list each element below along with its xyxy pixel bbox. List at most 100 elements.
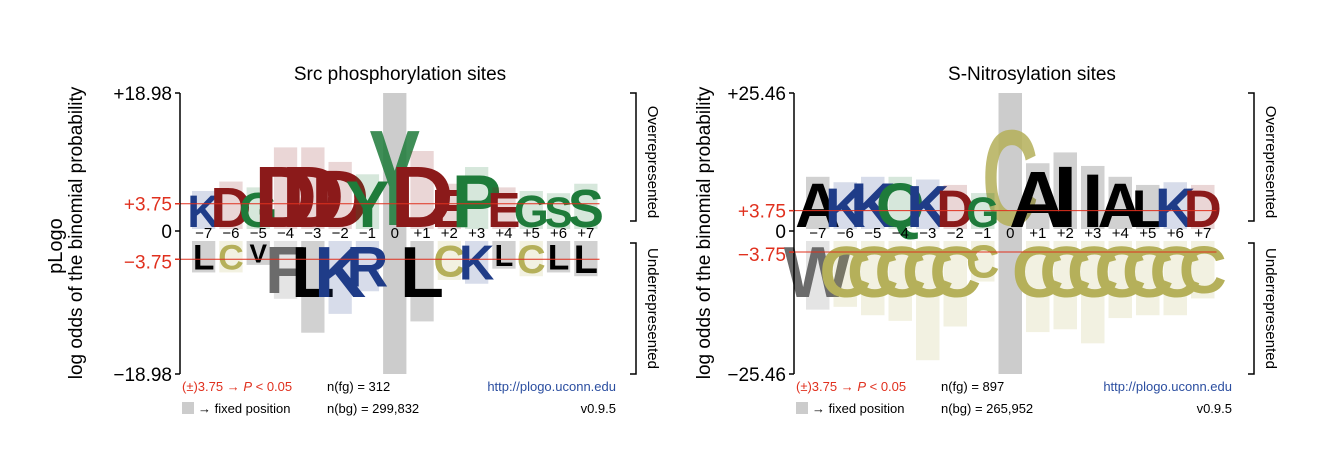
top-residue-letter: K xyxy=(187,186,220,237)
fixed-position-column xyxy=(998,93,1022,374)
src-plogo-chart: Src phosphorylation sites log odds of the… xyxy=(66,64,661,416)
bottom-residue-letter: C xyxy=(218,238,244,277)
x-tick-label: +4 xyxy=(495,225,512,242)
overrepresented-bar xyxy=(301,147,325,229)
x-tick-label: +6 xyxy=(1167,225,1184,242)
overrepresented-bar xyxy=(943,184,967,229)
significance-footer: (±)3.75 → P < 0.05 xyxy=(182,379,292,394)
overrepresented-bar xyxy=(1136,184,1160,229)
version-label: v0.9.5 xyxy=(1197,401,1232,416)
overrepresented-bar xyxy=(1108,176,1132,229)
bottom-residue-letter: F xyxy=(265,233,306,308)
underrepresented-bar xyxy=(888,241,912,321)
bottom-residue-letter: C xyxy=(929,233,981,313)
overrepresented-bar xyxy=(574,183,598,229)
over-bracket xyxy=(1248,92,1255,222)
bottom-residue-letter: L xyxy=(291,233,335,313)
top-residue-letter: Q xyxy=(876,171,925,241)
underrepresented-bar xyxy=(971,241,995,282)
sig-threshold-text: (±)3.75 → xyxy=(182,379,243,394)
y-tick-min-label: −18.98 xyxy=(113,365,172,386)
bottom-residue-letter: C xyxy=(1039,233,1091,313)
bottom-residue-letter: C xyxy=(517,238,546,282)
x-tick-label: −5 xyxy=(250,225,267,242)
p-symbol: P xyxy=(857,379,866,394)
top-residue-letter: D xyxy=(936,180,974,239)
bottom-residue-letter: W xyxy=(784,233,852,313)
x-tick-label: +4 xyxy=(1112,225,1129,242)
underrepresented-bar xyxy=(492,241,516,269)
top-residue-letter: D xyxy=(1184,180,1222,239)
y-tick-zero-label: 0 xyxy=(775,222,786,243)
x-tick-label: +7 xyxy=(577,225,594,242)
y-tick-zero-label: 0 xyxy=(161,222,172,243)
top-residue-letter: A xyxy=(1098,171,1143,241)
bottom-residue-letter: L xyxy=(548,238,570,277)
fixed-residue-letter: C xyxy=(982,101,1038,254)
underrepresented-bar xyxy=(806,241,830,310)
x-tick-label: +7 xyxy=(1194,225,1211,242)
underrepresented-bar xyxy=(1053,241,1077,330)
p-threshold-text: < 0.05 xyxy=(866,379,906,394)
x-tick-label: −6 xyxy=(837,225,854,242)
sig-threshold-text: (±)3.75 → xyxy=(796,379,857,394)
underrepresented-bar xyxy=(833,241,857,307)
top-residue-letter: K xyxy=(850,171,895,241)
overrepresented-bar xyxy=(519,191,543,229)
x-tick-label: +1 xyxy=(1029,225,1046,242)
top-residue-letter: E xyxy=(487,183,520,238)
bottom-residue-letter: R xyxy=(347,235,389,299)
bottom-residue-letter: C xyxy=(1094,233,1146,313)
over-bracket xyxy=(630,92,637,222)
chart-title: Src phosphorylation sites xyxy=(294,64,506,85)
bottom-residue-letter: K xyxy=(314,233,366,313)
bottom-residue-letter: C xyxy=(433,237,465,286)
bottom-residue-letter: C xyxy=(874,233,926,313)
x-tick-label: −2 xyxy=(947,225,964,242)
bottom-residue-letter: L xyxy=(400,233,444,313)
plogo-outer-label: pLogo xyxy=(45,218,67,274)
overrepresented-bar xyxy=(492,187,516,229)
underrepresented-bar xyxy=(574,241,598,277)
x-tick-label: +3 xyxy=(468,225,485,242)
y-tick-sig-neg-label: −3.75 xyxy=(124,252,172,273)
version-label: v0.9.5 xyxy=(581,401,616,416)
chart-title: S-Nitrosylation sites xyxy=(948,64,1116,85)
x-tick-label: −6 xyxy=(222,225,239,242)
x-tick-label: −4 xyxy=(892,225,909,242)
top-residue-letter: D xyxy=(390,148,453,246)
n-background: n(bg) = 299,832 xyxy=(327,401,419,416)
y-tick-sig-pos-label: +3.75 xyxy=(124,195,172,216)
overrepresented-bar xyxy=(192,191,216,229)
top-residue-letter: K xyxy=(906,173,949,240)
x-tick-label: 0 xyxy=(1006,225,1014,242)
overrepresented-bar xyxy=(246,187,270,229)
significance-footer: (±)3.75 → P < 0.05 xyxy=(796,379,906,394)
under-bracket xyxy=(630,242,637,375)
underrepresented-bar xyxy=(861,241,885,316)
bottom-residue-letter: C xyxy=(966,236,999,288)
bottom-residue-letter: V xyxy=(249,239,267,269)
underrepresented-bar xyxy=(546,241,571,273)
overrepresented-bar xyxy=(219,181,243,229)
bottom-residue-letter: L xyxy=(574,238,598,282)
overrepresented-bar xyxy=(1053,152,1077,229)
underrepresented-bar xyxy=(916,241,940,361)
x-tick-label: −3 xyxy=(919,225,936,242)
x-tick-label: −3 xyxy=(304,225,321,242)
bottom-residue-letter: C xyxy=(1149,233,1201,313)
overrepresented-bar xyxy=(888,176,912,229)
overrepresented-bar xyxy=(328,161,352,229)
top-residue-letter: K xyxy=(1155,176,1195,239)
fixed-position-swatch xyxy=(796,402,808,414)
top-residue-letter: S xyxy=(568,179,604,239)
bottom-residue-letter: C xyxy=(819,233,871,313)
underrepresented-bar xyxy=(1108,241,1132,319)
x-tick-label: −7 xyxy=(809,225,826,242)
underrepresented-bar xyxy=(1136,241,1160,316)
top-residue-letter: G xyxy=(239,183,278,238)
bottom-residue-letter: C xyxy=(1067,233,1119,313)
top-residue-letter: I xyxy=(1082,159,1103,244)
underrepresented-bar xyxy=(1081,241,1105,344)
overrepresented-bar xyxy=(1081,165,1105,229)
